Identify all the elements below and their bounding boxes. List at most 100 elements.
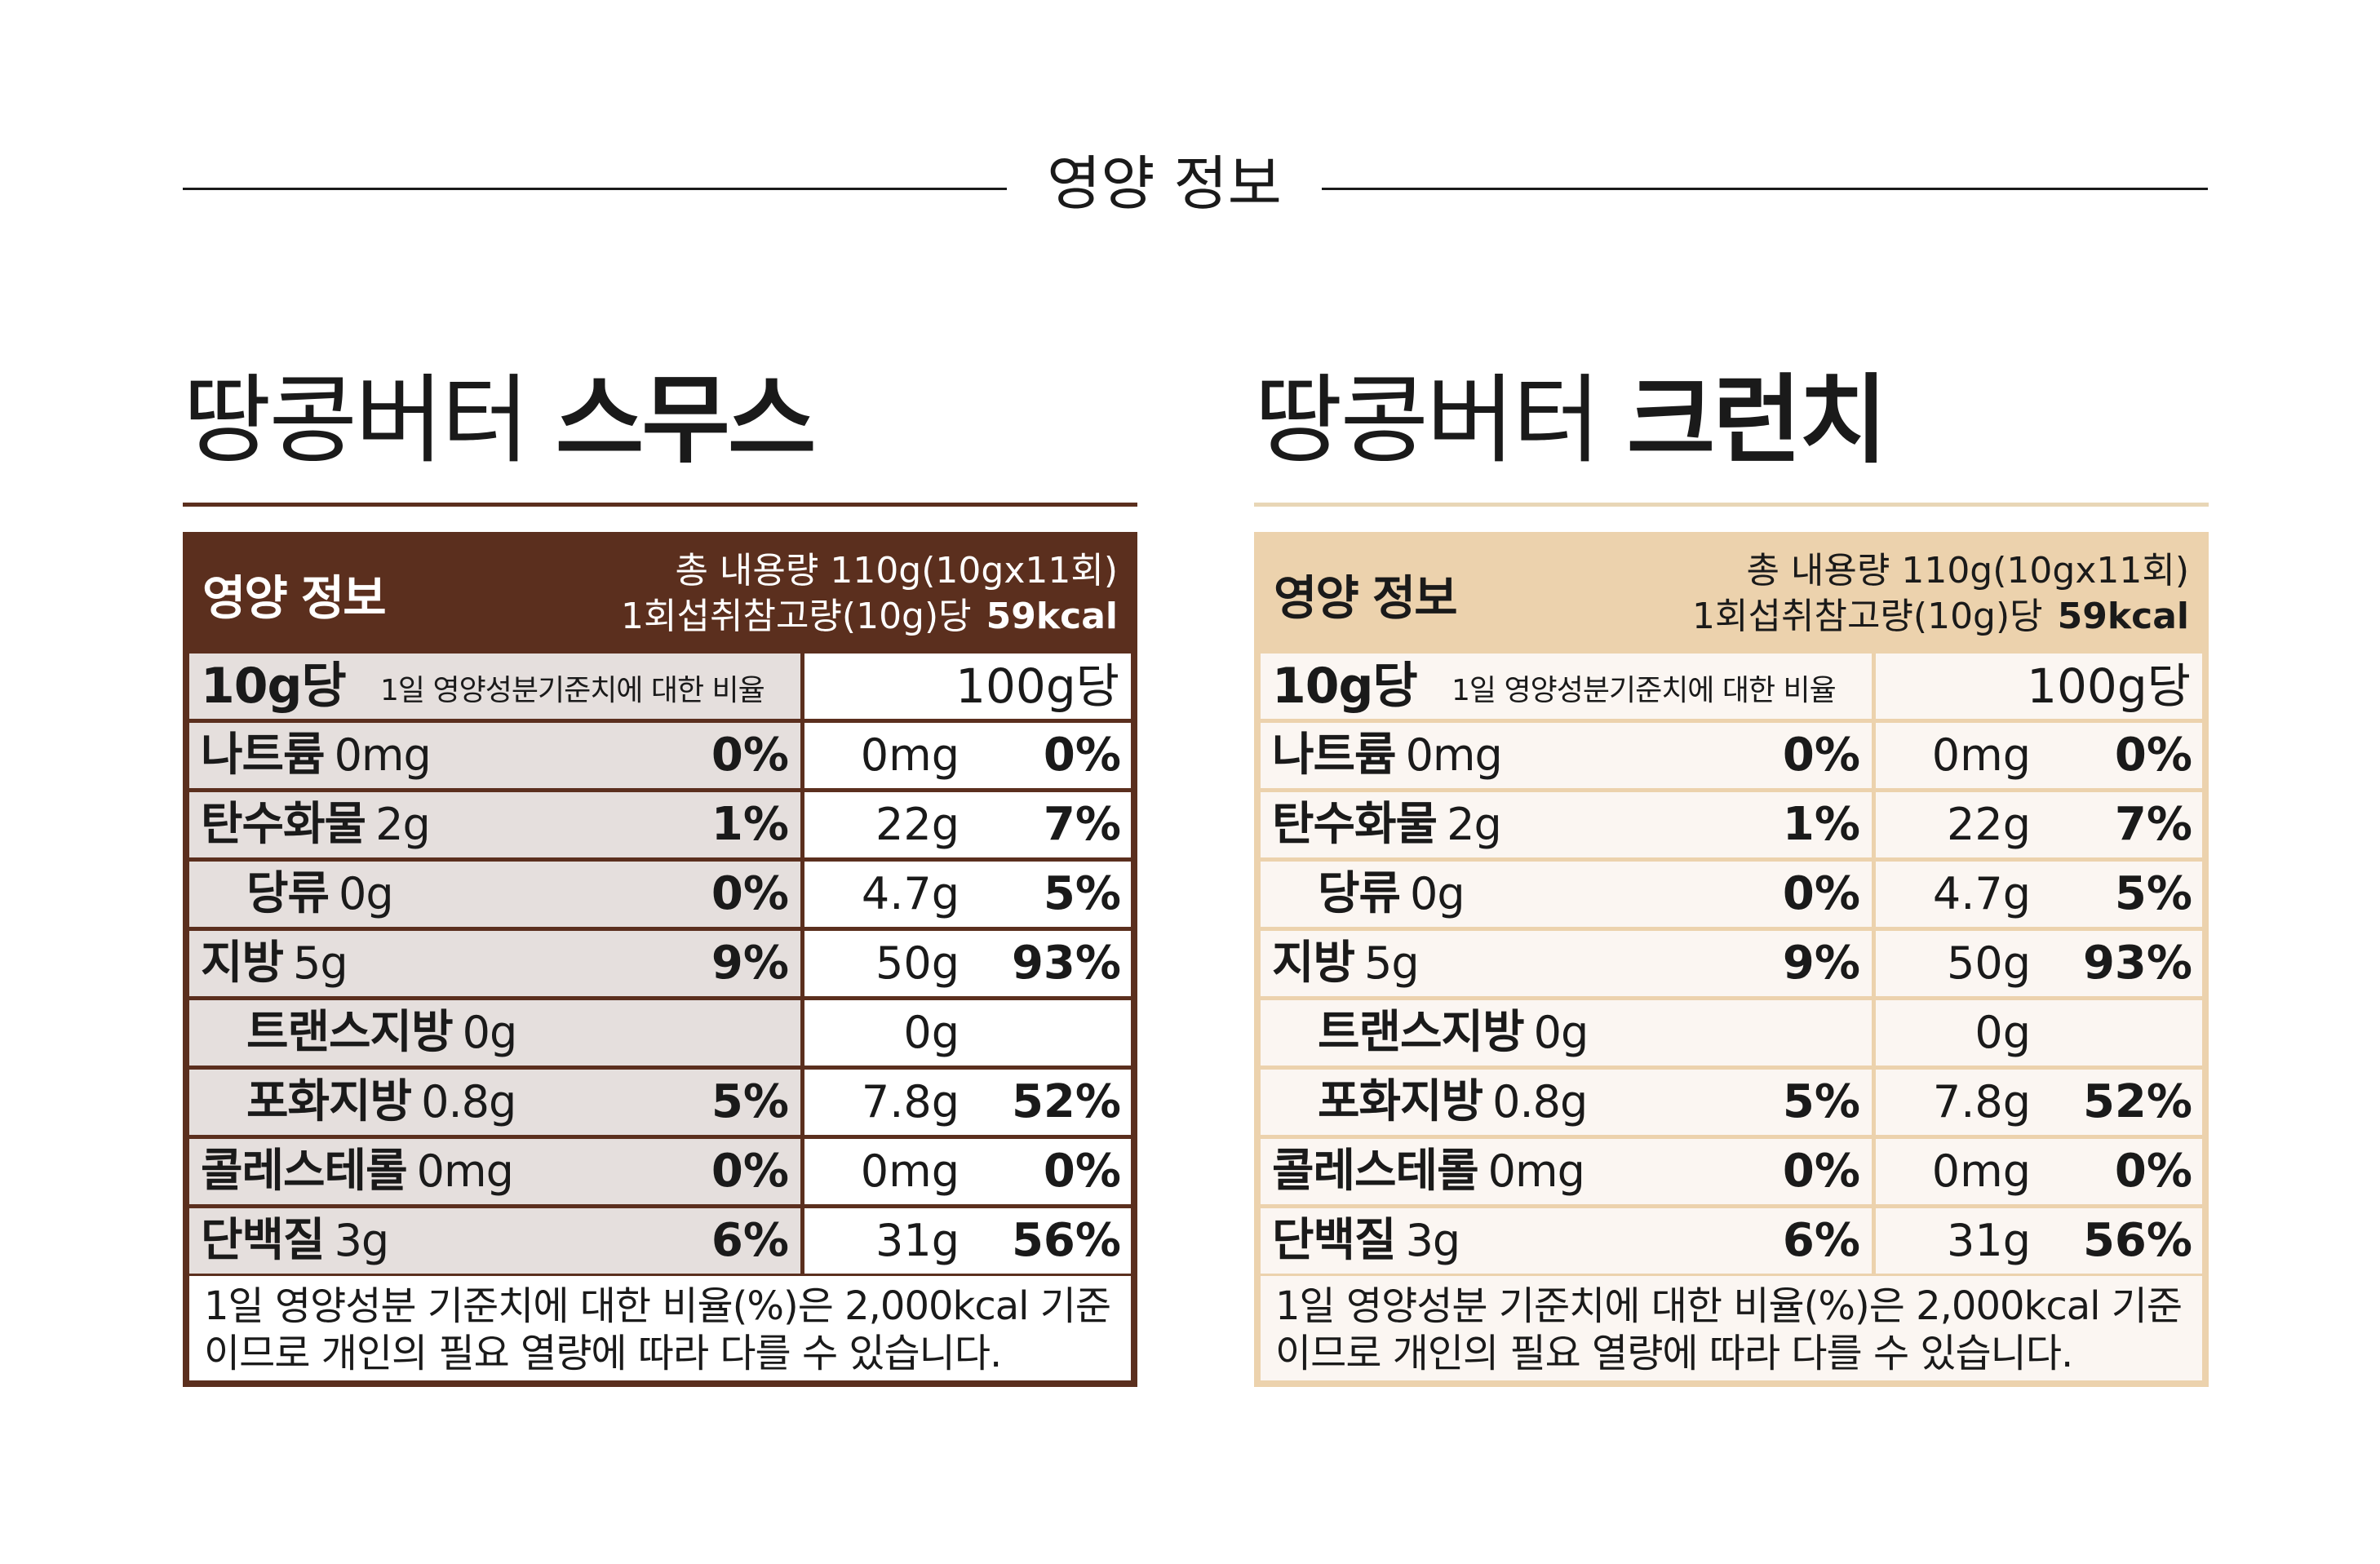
nutrient-amount-100g: 31g <box>1947 1215 2031 1266</box>
nutrient-row: 당류 0g 0% 4.7g 5% <box>1261 862 2202 927</box>
nutrient-name: 지방 <box>1272 937 1355 990</box>
column-header-per100: 100g당 <box>1876 654 2202 719</box>
nutrient-row: 나트륨 0mg 0% 0mg 0% <box>1261 723 2202 788</box>
nutrient-per10-cell: 콜레스테롤 0mg 0% <box>1261 1139 1872 1204</box>
nutrient-daily-pct: 9% <box>711 937 789 990</box>
nutrient-name: 탄수화물 <box>1272 798 1438 851</box>
nutrient-name: 탄수화물 <box>201 798 366 851</box>
nutrient-name: 트랜스지방 <box>246 1006 454 1059</box>
nutrient-name: 포화지방 <box>246 1075 412 1128</box>
nutrient-name-line: 탄수화물 2g <box>1272 798 1502 851</box>
nutrient-amount-100g: 50g <box>875 937 960 989</box>
nutrient-per10-cell: 지방 5g 9% <box>1261 931 1872 996</box>
serving-reference: 1회섭취참고량(10g)당 <box>1692 596 2043 637</box>
product-name: 땅콩버터 스무스 <box>183 359 1137 481</box>
nutrient-daily-pct-100g: 0% <box>1043 729 1121 782</box>
nutrient-per100-cell: 7.8g 52% <box>1876 1070 2202 1135</box>
nutrient-amount-100g: 0g <box>903 1007 960 1058</box>
nutrient-row: 단백질 3g 6% 31g 56% <box>1261 1208 2202 1274</box>
column-header-row: 10g당 1일 영양성분기준치에 대한 비율 100g당 <box>189 654 1131 719</box>
nutrient-row: 당류 0g 0% 4.7g 5% <box>189 862 1131 927</box>
nutrient-per10-cell: 트랜스지방 0g <box>1261 1000 1872 1066</box>
nutrient-per100-cell: 0mg 0% <box>804 723 1131 788</box>
nutrient-per10-cell: 포화지방 0.8g 5% <box>1261 1070 1872 1135</box>
nutrient-per100-cell: 7.8g 52% <box>804 1070 1131 1135</box>
nutrient-per100-cell: 4.7g 5% <box>804 862 1131 927</box>
nutrient-daily-pct-100g: 93% <box>2082 937 2192 990</box>
nutrient-row: 콜레스테롤 0mg 0% 0mg 0% <box>1261 1139 2202 1204</box>
nutrient-per100-cell: 4.7g 5% <box>1876 862 2202 927</box>
nutrient-amount-100g: 0mg <box>1931 729 2031 781</box>
nutrient-amount: 0g <box>462 1007 518 1058</box>
nutrient-per100-cell: 22g 7% <box>1876 792 2202 857</box>
nutrient-daily-pct: 5% <box>1782 1075 1860 1128</box>
nutrient-per10-cell: 나트륨 0mg 0% <box>189 723 800 788</box>
nutrition-panel: 영양 정보 총 내용량 110g(10gx11회) 1회섭취참고량(10g)당 5… <box>183 532 1137 1387</box>
nutrient-amount: 0g <box>339 868 394 919</box>
nutrient-per10-cell: 탄수화물 2g 1% <box>1261 792 1872 857</box>
nutrient-amount-100g: 7.8g <box>1932 1076 2031 1128</box>
nutrient-per10-cell: 콜레스테롤 0mg 0% <box>189 1139 800 1204</box>
nutrient-row: 지방 5g 9% 50g 93% <box>1261 931 2202 996</box>
daily-value-label: 1일 영양성분기준치에 대한 비율 <box>1451 674 1837 707</box>
nutrient-name-line: 콜레스테롤 0mg <box>201 1145 514 1198</box>
serving-line: 1회섭취참고량(10g)당 59kcal <box>1692 594 2189 640</box>
serving-line: 1회섭취참고량(10g)당 59kcal <box>621 594 1118 640</box>
nutrition-panel-title: 영양 정보 <box>1274 570 1458 626</box>
nutrient-amount: 3g <box>334 1215 390 1266</box>
nutrient-name-line: 당류 0g <box>1318 868 1465 920</box>
column-header-per100: 100g당 <box>804 654 1131 719</box>
nutrient-amount: 0g <box>1533 1007 1589 1058</box>
nutrient-amount-100g: 7.8g <box>861 1076 960 1128</box>
nutrient-daily-pct-100g: 0% <box>2114 729 2192 782</box>
nutrient-amount-100g: 0g <box>1974 1007 2031 1058</box>
product-smooth: 땅콩버터 스무스 영양 정보 총 내용량 110g(10gx11회) 1회섭취참… <box>183 359 1137 1387</box>
nutrient-per10-cell: 당류 0g 0% <box>1261 862 1872 927</box>
nutrient-row: 단백질 3g 6% 31g 56% <box>189 1208 1131 1274</box>
nutrient-amount-100g: 0mg <box>860 729 960 781</box>
nutrient-per100-cell: 50g 93% <box>804 931 1131 996</box>
nutrient-per100-cell: 0g <box>804 1000 1131 1066</box>
nutrient-amount: 0mg <box>1487 1145 1585 1197</box>
page-title: 영양 정보 <box>1047 149 1282 218</box>
nutrient-name: 포화지방 <box>1318 1075 1483 1128</box>
nutrient-amount: 5g <box>293 937 348 989</box>
product-name: 땅콩버터 크런치 <box>1254 359 2209 481</box>
nutrient-name-line: 당류 0g <box>246 868 394 920</box>
nutrient-daily-pct-100g: 0% <box>1043 1145 1121 1198</box>
nutrient-amount: 3g <box>1405 1215 1461 1266</box>
nutrient-daily-pct-100g: 7% <box>1043 798 1121 851</box>
nutrient-name: 단백질 <box>1272 1214 1397 1267</box>
nutrient-name: 트랜스지방 <box>1318 1006 1525 1059</box>
product-name-rule <box>183 503 1137 507</box>
header-rule-left <box>183 188 1007 190</box>
nutrient-name: 지방 <box>201 937 284 990</box>
nutrition-panel-title: 영양 정보 <box>202 570 387 626</box>
nutrient-daily-pct-100g: 52% <box>2082 1075 2192 1128</box>
column-header-per10: 10g당 1일 영양성분기준치에 대한 비율 <box>1261 654 1872 719</box>
nutrient-name-line: 트랜스지방 0g <box>246 1006 518 1059</box>
footnote-line-2: 이므로 개인의 필요 열량에 따라 다를 수 있습니다. <box>204 1331 1002 1376</box>
nutrient-amount-100g: 22g <box>875 799 960 850</box>
nutrient-per10-cell: 단백질 3g 6% <box>189 1208 800 1274</box>
footnote-line-2: 이므로 개인의 필요 열량에 따라 다를 수 있습니다. <box>1275 1331 2073 1376</box>
nutrient-name-line: 포화지방 0.8g <box>246 1076 516 1128</box>
nutrition-panel-header: 영양 정보 총 내용량 110g(10gx11회) 1회섭취참고량(10g)당 5… <box>1261 538 2202 649</box>
nutrient-name-line: 지방 5g <box>201 937 348 990</box>
nutrient-daily-pct: 0% <box>1782 1145 1860 1198</box>
nutrient-amount: 2g <box>1447 799 1502 850</box>
nutrient-name: 나트륨 <box>201 729 326 782</box>
nutrient-daily-pct: 1% <box>711 798 789 851</box>
nutrient-per100-cell: 31g 56% <box>1876 1208 2202 1274</box>
nutrient-daily-pct-100g: 0% <box>2114 1145 2192 1198</box>
nutrient-daily-pct-100g: 5% <box>1043 867 1121 920</box>
nutrient-row: 지방 5g 9% 50g 93% <box>189 931 1131 996</box>
nutrient-daily-pct-100g: 7% <box>2114 798 2192 851</box>
nutrient-daily-pct: 9% <box>1782 937 1860 990</box>
nutrient-row: 포화지방 0.8g 5% 7.8g 52% <box>1261 1070 2202 1135</box>
nutrient-per10-cell: 탄수화물 2g 1% <box>189 792 800 857</box>
nutrient-amount-100g: 0mg <box>1931 1145 2031 1197</box>
page-header: 영양 정보 <box>183 147 2208 220</box>
nutrition-panel: 영양 정보 총 내용량 110g(10gx11회) 1회섭취참고량(10g)당 5… <box>1254 532 2209 1387</box>
nutrient-daily-pct: 0% <box>711 729 789 782</box>
